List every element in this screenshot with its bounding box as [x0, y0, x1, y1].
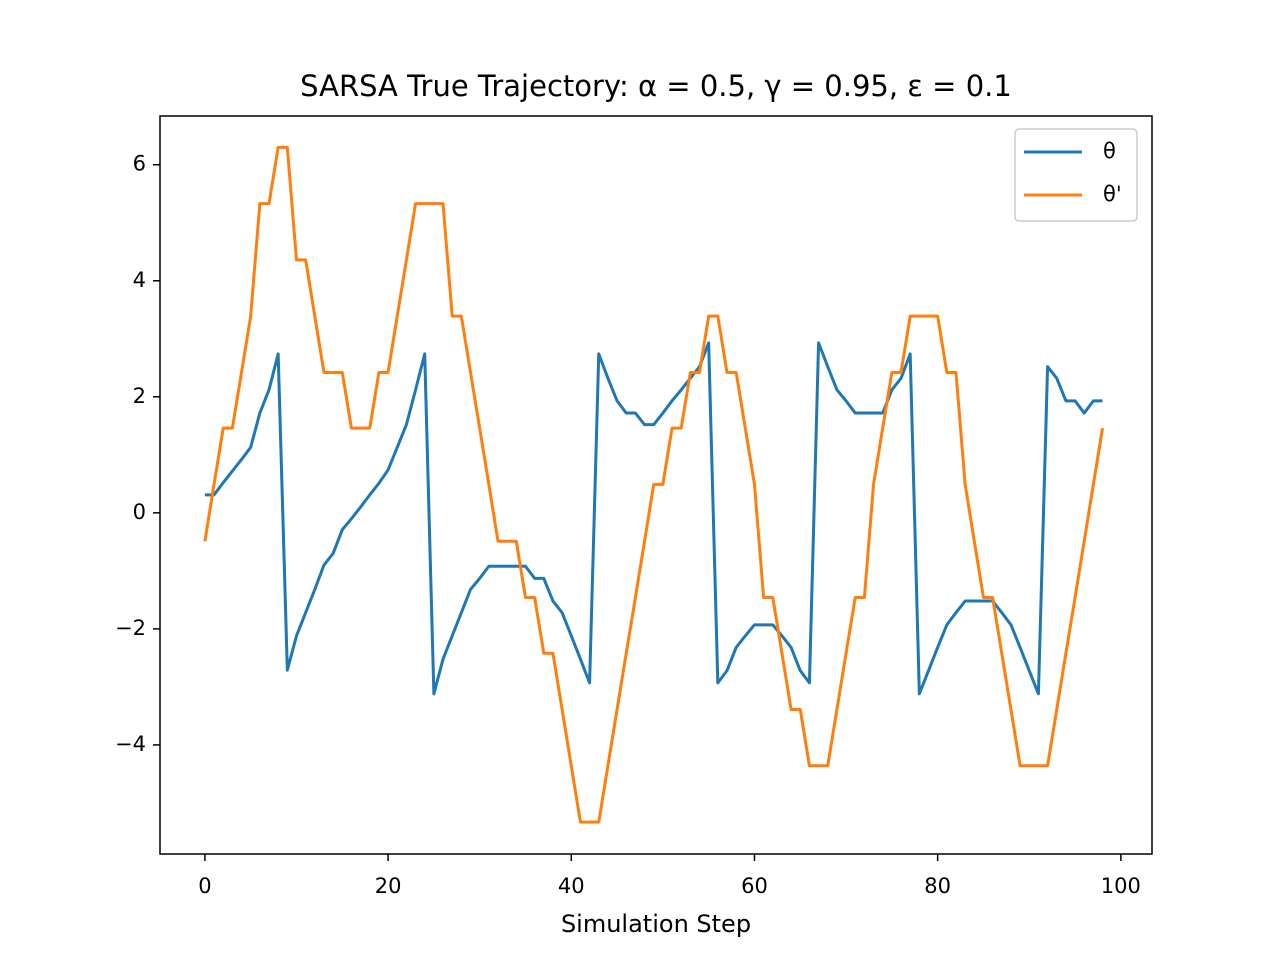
y-tick-label: 2 — [133, 384, 146, 408]
y-tick-label: −2 — [115, 616, 146, 640]
y-tick-label: −4 — [115, 732, 146, 756]
x-tick-label: 0 — [198, 874, 211, 898]
x-tick-label: 80 — [924, 874, 951, 898]
y-tick-label: 6 — [133, 152, 146, 176]
x-axis-label: Simulation Step — [561, 910, 751, 938]
x-tick-label: 60 — [741, 874, 768, 898]
series-line — [203, 145, 1105, 824]
chart-title: SARSA True Trajectory: α = 0.5, γ = 0.95… — [300, 69, 1012, 103]
legend-label: θ' — [1103, 182, 1122, 206]
series-line — [204, 341, 1103, 696]
y-tick-label: 4 — [133, 268, 146, 292]
x-tick-label: 100 — [1101, 874, 1141, 898]
legend-box — [1014, 128, 1138, 222]
x-tick-label: 20 — [375, 874, 402, 898]
x-tick-label: 40 — [558, 874, 585, 898]
legend-label: θ — [1103, 139, 1116, 163]
y-tick-label: 0 — [133, 500, 146, 524]
plot-frame — [159, 115, 1153, 855]
